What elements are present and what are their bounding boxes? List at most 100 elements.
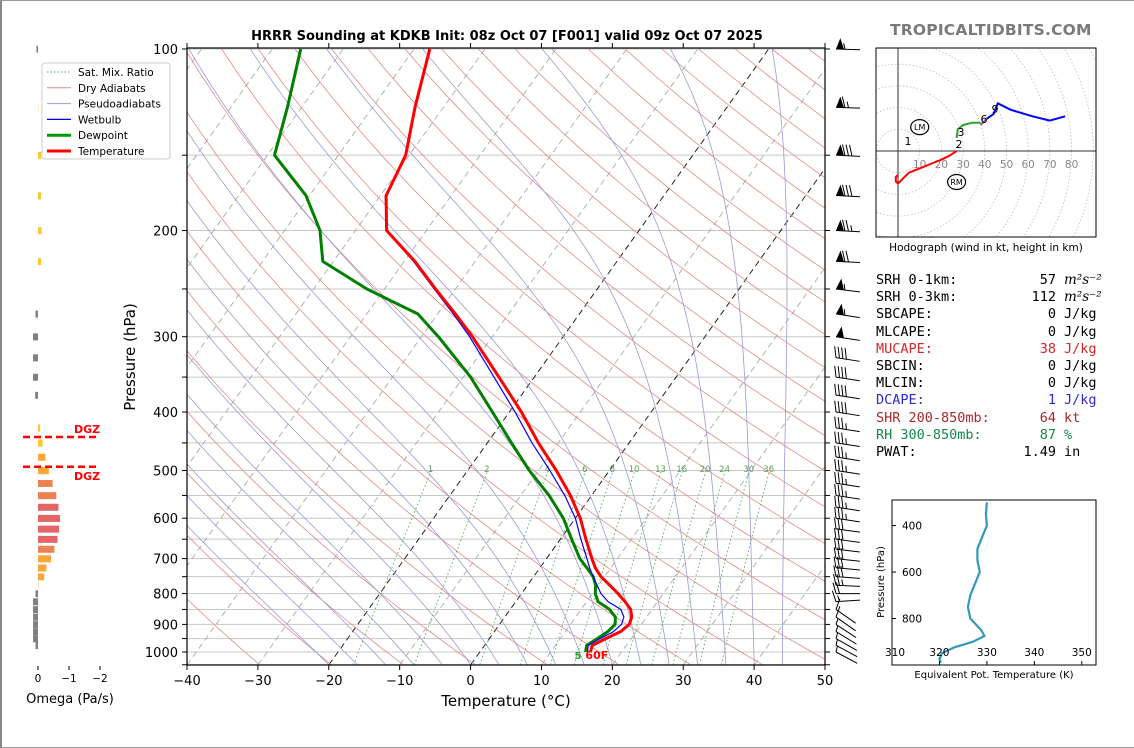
stat-unit: J/kg [1064,392,1097,409]
wind-barb [834,471,860,488]
barb-full [837,446,840,458]
barb-full [834,506,837,519]
barb-staff [835,442,860,448]
stat-row: SBCIN: 0 J/kg [876,358,1102,375]
dry-adiabat-line [187,230,692,665]
stat-unit: m²s⁻² [1064,289,1102,306]
wind-barbs [831,38,861,664]
theta-e-plot [938,502,988,664]
omega-bar [38,439,43,447]
dry-adiabat-line [294,48,825,508]
barb-full [833,547,837,559]
y-axis-label: Pressure (hPa) [121,303,139,411]
barb-full [840,538,844,550]
barb-staff [835,427,860,433]
dry-adiabat-line [187,472,404,665]
barb-half [835,639,838,646]
dry-adiabat-line [221,48,825,582]
mixing-ratio-label: 36 [763,465,774,475]
barb-full [844,385,847,397]
barb-full [837,556,840,569]
barb-full [842,144,846,156]
pseudoadiabat-line [187,524,330,665]
mixing-ratio-label: 24 [719,465,730,475]
y-tick-label: 900 [153,618,178,633]
isotherm-line [470,167,825,665]
mixing-ratio-label: 16 [676,465,687,475]
wind-barb [835,326,860,341]
isotherm-line [187,48,344,269]
isotherm-line [187,48,628,665]
barb-full [837,459,840,472]
barb-flag [836,184,844,196]
isotherm-line [187,48,273,170]
barb-full [837,507,840,519]
barb-flag [836,219,844,231]
x-tick-label: −20 [315,674,342,689]
stats-panel: SRH 0-1km: 57 m²s⁻² SRH 0-3km: 112 m²s⁻² SBCAP… [876,272,1102,461]
y-tick-label: 500 [153,464,178,479]
lm-marker [910,119,930,136]
omega-bar [35,310,38,318]
omega-bar [38,467,49,475]
stat-unit: J/kg [1064,340,1097,357]
barb-staff [835,558,860,562]
wind-barb [834,445,860,462]
barb-full [841,417,844,430]
barb-full [834,383,837,396]
dry-adiabat-line [441,48,825,369]
barb-full [842,219,846,232]
wind-barb [835,278,860,293]
x-tick-label: −10 [386,674,413,689]
wind-barb [835,38,861,51]
wind-barb [835,632,858,651]
barb-full [841,496,844,509]
pseudoadiabat-line [187,309,500,665]
barb-full [834,459,837,471]
stat-unit: m²s⁻² [1064,272,1102,288]
omega-bar [38,555,52,563]
barb-full [841,432,844,445]
skewt-title: HRRR Sounding at KDKB Init: 08z Oct 07 [… [251,29,763,44]
y-tick-label: 700 [153,553,178,568]
barb-full [837,528,840,540]
stat-value: 87 [1039,426,1056,443]
barb-full [837,472,840,484]
wind-barb [835,303,860,319]
barb-full [837,401,840,413]
pseudoadiabat-line [187,494,358,665]
barb-staff [835,631,857,645]
wind-barb [835,184,860,198]
barb-half [845,478,847,485]
barb-full [841,507,844,520]
barb-full [844,402,847,414]
dry-adiabat-line [187,170,764,665]
stat-label: SBCIN: [876,358,925,375]
hodograph-trace [894,150,958,185]
wind-barb [833,556,860,571]
wind-barb [835,598,856,624]
dry-adiabat-line [187,410,476,665]
mixing-ratio-label: 1 [428,465,433,475]
x-tick-label: 40 [746,674,763,689]
pseudoadiabat-line [541,48,727,665]
stat-value: 1.49 [1023,444,1056,461]
barb-full [834,471,837,484]
barb-full [831,590,837,602]
skewt-frame [186,47,826,666]
theta-e-x-tick-label: 350 [1072,647,1092,659]
barb-full [834,527,837,540]
mixing-ratio-label: 8 [610,465,615,475]
x-tick-label: −30 [244,674,271,689]
y-tick-label: 1000 [145,646,178,661]
pseudoadiabat-line [187,258,528,665]
barb-half [835,645,838,653]
stat-label: MUCAPE: [876,340,933,357]
barb-full [842,184,846,197]
wind-barb [834,527,860,543]
barb-staff [835,638,858,651]
hodograph-ring-label: 50 [1000,159,1013,171]
dry-adiabat-line [514,48,825,303]
omega-bar [33,606,38,614]
